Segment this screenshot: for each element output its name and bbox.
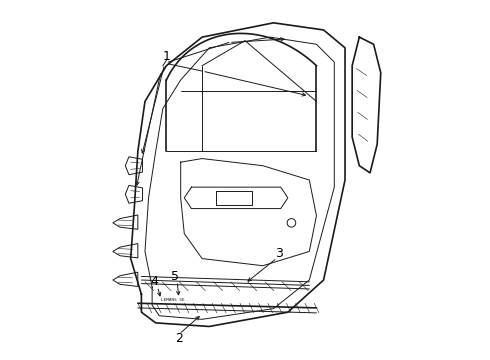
Text: 4: 4 — [150, 275, 158, 288]
Text: 3: 3 — [275, 247, 283, 260]
Text: 1: 1 — [163, 50, 171, 63]
Text: 2: 2 — [175, 333, 183, 346]
Text: LEMANS SE: LEMANS SE — [161, 298, 185, 302]
Text: 5: 5 — [172, 270, 179, 283]
